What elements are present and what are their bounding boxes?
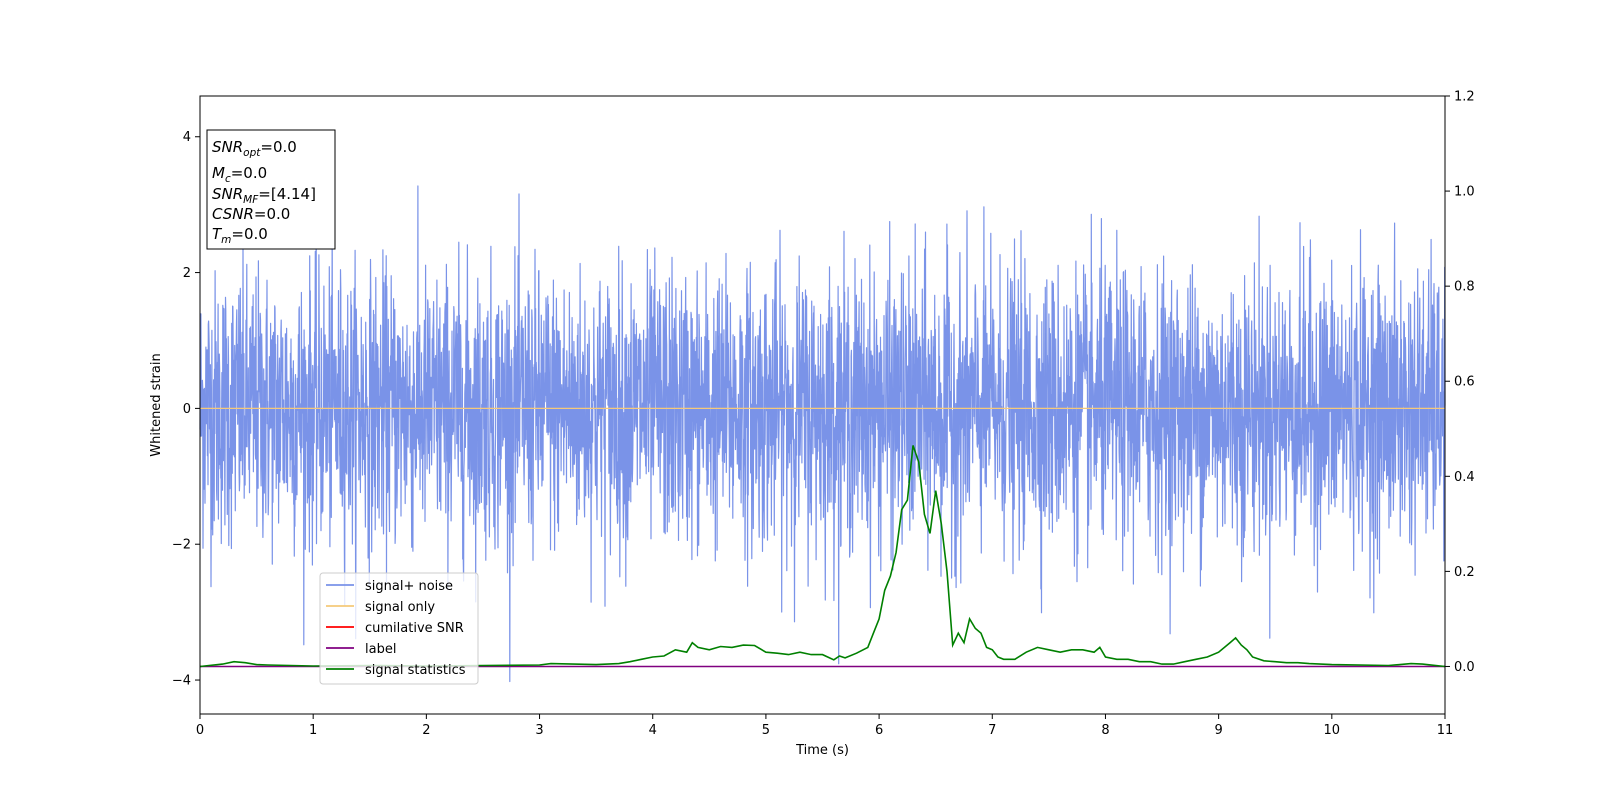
info-var: SNR: [212, 185, 243, 203]
y-tick-label: 0: [183, 402, 191, 417]
info-var: CSNR: [212, 205, 254, 223]
info-line: SNRMF=[4.14]: [212, 185, 316, 206]
y-axis-label: Whitened strain: [149, 353, 164, 456]
x-tick-label: 1: [309, 723, 317, 738]
info-value: =0.0: [254, 205, 290, 223]
x-tick-label: 2: [422, 723, 430, 738]
legend-label: cumilative SNR: [365, 621, 464, 636]
info-line: Tm=0.0: [212, 225, 268, 246]
x-tick-label: 4: [649, 723, 657, 738]
y-tick-label: −2: [172, 538, 191, 553]
y2-tick-label: 0.6: [1454, 375, 1475, 390]
plot-frame: [199, 95, 1446, 715]
y2-tick-label: 0.2: [1454, 565, 1475, 580]
y-tick-label: 2: [183, 266, 191, 281]
info-box-frame: [206, 129, 336, 250]
legend-label: signal statistics: [365, 663, 466, 678]
x-tick-label: 6: [875, 723, 883, 738]
y2-tick-label: 0.8: [1454, 280, 1475, 295]
info-box: SNRopt=0.0Mc=0.0SNRMF=[4.14]CSNR=0.0Tm=0…: [206, 129, 336, 250]
legend-frame: [319, 572, 479, 685]
x-tick-label: 9: [1214, 723, 1222, 738]
y2-axis-ticks: 1.2 1.0 0.8 0.6 0.4 0.2 0.0: [1445, 90, 1475, 675]
legend-label: signal only: [365, 600, 435, 615]
y2-tick-label: 1.0: [1454, 185, 1475, 200]
y2-tick-label: 0.0: [1454, 660, 1475, 675]
info-var: M: [212, 164, 225, 182]
y-axis-ticks: 4 2 0 −2 −4: [172, 130, 200, 689]
x-tick-label: 8: [1101, 723, 1109, 738]
x-axis-ticks: 0 1 2 3 4 5 6 7 8 9 10 11: [196, 714, 1453, 738]
x-tick-label: 10: [1324, 723, 1341, 738]
legend-label: label: [365, 642, 396, 657]
legend: signal+ noise signal only cumilative SNR la…: [319, 572, 479, 685]
info-sub: m: [221, 234, 231, 246]
info-var: T: [212, 225, 223, 243]
series-signal-noise: [199, 185, 1446, 683]
y-tick-label: 4: [183, 130, 191, 145]
noise-series-layer: [199, 185, 1446, 683]
info-var: SNR: [212, 138, 243, 156]
series-line-4: [199, 445, 1446, 668]
info-value: =0.0: [231, 164, 267, 182]
info-value: =0.0: [260, 138, 296, 156]
info-value: =[4.14]: [258, 185, 316, 203]
info-value: =0.0: [231, 225, 267, 243]
info-sub: MF: [243, 194, 259, 206]
x-tick-label: 11: [1437, 723, 1454, 738]
x-tick-label: 3: [535, 723, 543, 738]
info-sub: c: [225, 173, 231, 185]
x-tick-label: 5: [762, 723, 770, 738]
legend-label: signal+ noise: [365, 579, 453, 594]
x-tick-label: 0: [196, 723, 204, 738]
x-axis-label: Time (s): [795, 743, 849, 758]
info-sub: opt: [243, 147, 261, 159]
y-tick-label: −4: [172, 674, 191, 689]
x-tick-label: 7: [988, 723, 996, 738]
info-line: CSNR=0.0: [212, 205, 290, 223]
y2-tick-label: 1.2: [1454, 90, 1475, 105]
y2-tick-label: 0.4: [1454, 470, 1475, 485]
info-line: SNRopt=0.0: [212, 138, 297, 159]
info-line: Mc=0.0: [212, 164, 267, 185]
